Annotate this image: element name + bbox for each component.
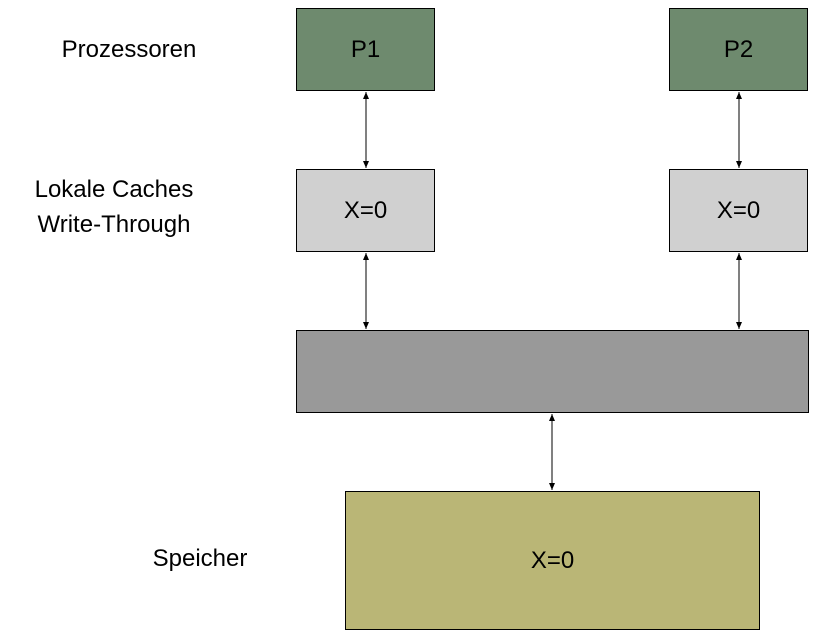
processors-label: Prozessoren [61,36,197,63]
caches-label: Lokale Caches Write-Through [10,172,218,242]
memory-label: Speicher [152,545,248,572]
caches-label-line1: Lokale Caches [34,176,194,203]
memory: X=0 [345,491,760,630]
cache-p2: X=0 [669,169,808,252]
processor-p1: P1 [296,8,435,91]
processor-p2: P2 [669,8,808,91]
cache-p1: X=0 [296,169,435,252]
bus [296,330,809,413]
caches-label-line2: Write-Through [37,211,191,238]
